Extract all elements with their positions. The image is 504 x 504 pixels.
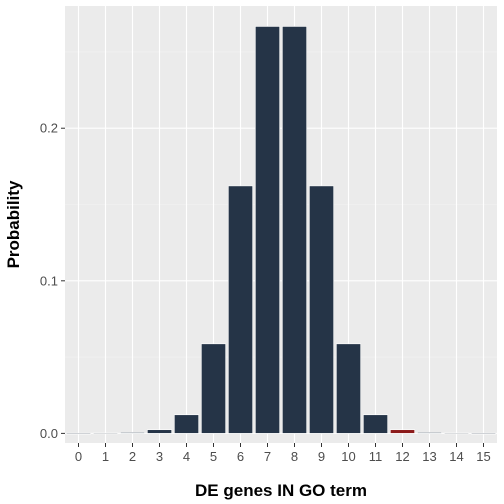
plot-panel	[65, 6, 497, 443]
x-tick-label: 5	[210, 449, 217, 464]
x-tick-label: 6	[237, 449, 244, 464]
y-tick-label: 0.0	[40, 426, 58, 441]
x-axis: 0 1 2 3 4 5 6 7 8 9 10 11 12 13 14 15	[75, 443, 491, 464]
x-tick-label: 8	[291, 449, 298, 464]
x-tick-label: 2	[129, 449, 136, 464]
x-tick-label: 4	[183, 449, 190, 464]
bar-2	[120, 432, 145, 434]
bars	[66, 26, 496, 435]
y-tick-label: 0.1	[40, 273, 58, 288]
x-tick-label: 10	[341, 449, 355, 464]
bar-8	[282, 26, 307, 434]
bar-9	[309, 185, 334, 434]
x-tick-label: 0	[75, 449, 82, 464]
bar-12	[390, 429, 415, 434]
bar-1	[93, 432, 118, 435]
bar-10	[336, 343, 361, 434]
x-tick-label: 9	[318, 449, 325, 464]
bar-11	[363, 414, 388, 434]
x-axis-title: DE genes IN GO term	[195, 481, 367, 500]
bar-5	[201, 343, 226, 434]
bar-0	[66, 433, 91, 435]
x-tick-label: 15	[476, 449, 490, 464]
y-axis-title: Probability	[4, 180, 23, 268]
bar-13	[417, 432, 442, 434]
x-tick-label: 12	[395, 449, 409, 464]
bar-4	[174, 414, 199, 434]
bar-15	[471, 433, 496, 435]
bar-7	[255, 26, 280, 434]
x-tick-label: 13	[422, 449, 436, 464]
x-tick-label: 1	[102, 449, 109, 464]
y-tick-label: 0.2	[40, 121, 58, 136]
x-tick-label: 7	[264, 449, 271, 464]
bar-3	[147, 429, 172, 434]
x-tick-label: 3	[156, 449, 163, 464]
x-tick-label: 14	[449, 449, 463, 464]
x-tick-label: 11	[369, 449, 383, 464]
y-axis: 0.0 0.1 0.2	[40, 121, 65, 441]
bar-14	[444, 432, 469, 435]
bar-6	[228, 185, 253, 434]
